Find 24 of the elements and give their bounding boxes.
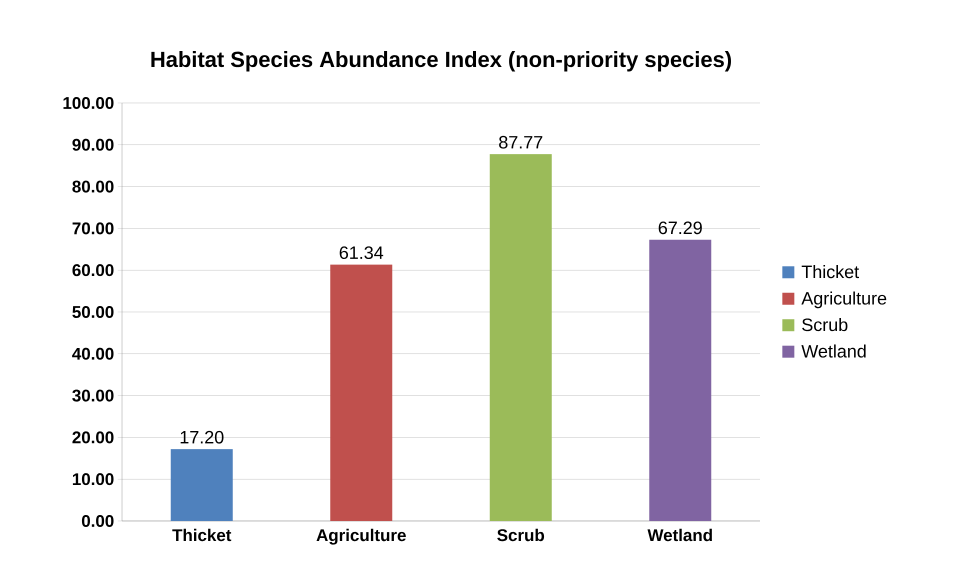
y-tick-label: 40.00: [72, 348, 114, 360]
data-label: 61.34: [340, 246, 384, 260]
y-tick-label: 30.00: [72, 390, 114, 402]
x-tick-label: Agriculture: [316, 528, 406, 545]
legend-label: Scrub: [802, 318, 848, 332]
x-tick-label: Thicket: [172, 528, 232, 542]
y-tick-label: 10.00: [72, 473, 114, 486]
y-tick-label: 90.00: [72, 138, 114, 151]
x-tick-label: Wetland: [647, 528, 712, 542]
data-label: 67.29: [658, 221, 702, 234]
y-tick-label: 20.00: [72, 431, 114, 444]
y-tick-label: 60.00: [72, 264, 114, 276]
y-tick-label: 100.00: [64, 96, 114, 109]
legend-label: Agriculture: [801, 292, 886, 308]
y-tick-label: 70.00: [72, 222, 114, 234]
legend-label: Wetland: [801, 344, 866, 358]
y-tick-label: 0.00: [82, 514, 114, 527]
data-label: 17.20: [180, 430, 224, 444]
chart-title: Habitat Species Abundance Index (non-priority species): [151, 51, 731, 72]
legend-label: Thicket: [802, 265, 860, 278]
x-tick-label: Scrub: [497, 528, 544, 542]
y-tick-label: 80.00: [72, 180, 114, 193]
y-tick-label: 50.00: [72, 306, 114, 318]
data-label: 87.77: [499, 136, 542, 149]
